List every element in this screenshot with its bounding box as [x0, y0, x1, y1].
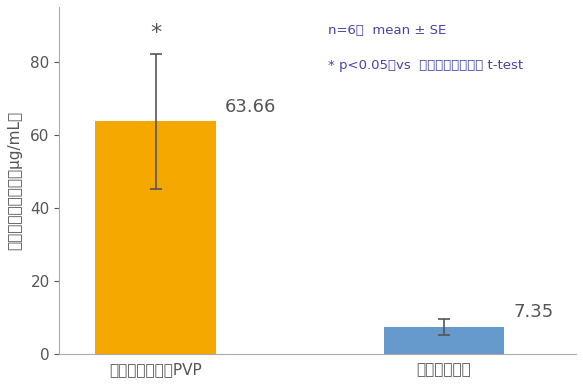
Bar — [384, 327, 504, 354]
Text: 63.66: 63.66 — [225, 98, 276, 116]
Y-axis label: 抗菌成分残存濃度（μg/mL）: 抗菌成分残存濃度（μg/mL） — [7, 111, 22, 250]
Text: *: * — [150, 23, 161, 43]
Bar — [96, 121, 216, 354]
Text: 7.35: 7.35 — [514, 303, 554, 321]
Text: * p<0.05（vs  コントロール）， t-test: * p<0.05（vs コントロール）， t-test — [328, 59, 523, 72]
Text: n=6，  mean ± SE: n=6， mean ± SE — [328, 24, 447, 37]
